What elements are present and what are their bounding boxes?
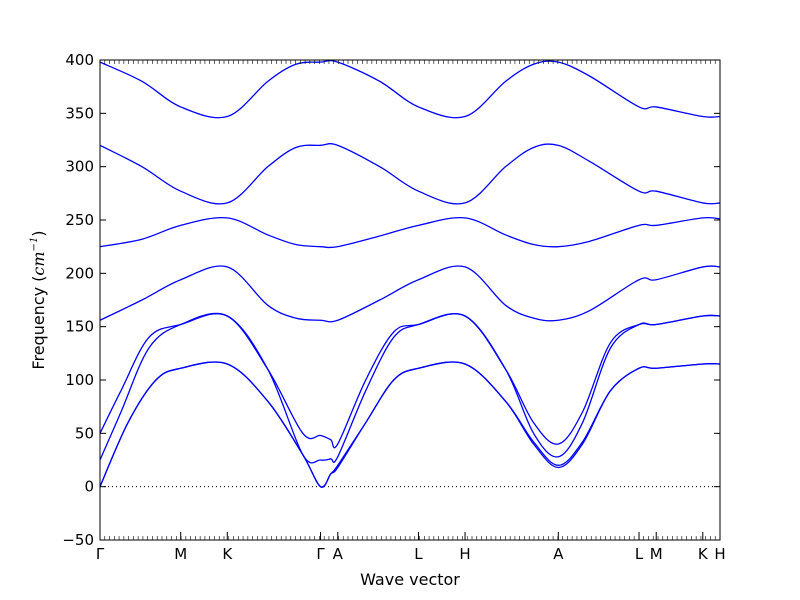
y-tick-label: 300 — [65, 158, 94, 176]
y-tick-label: 400 — [65, 51, 94, 69]
y-tick-label: 350 — [65, 104, 94, 122]
x-tick-label: H — [459, 545, 470, 563]
y-tick-label: 150 — [65, 318, 94, 336]
x-tick-label: M — [650, 545, 663, 563]
x-tick-label: A — [553, 545, 564, 563]
band-line-8 — [99, 59, 721, 119]
x-axis-label: Wave vector — [360, 570, 460, 589]
y-tick-label: 0 — [84, 478, 94, 496]
y-axis-label: Frequency (cm−1) — [29, 230, 48, 369]
x-tick-label: L — [635, 545, 644, 563]
y-axis-label-unit: cm — [29, 251, 48, 275]
x-tick-label: L — [414, 545, 423, 563]
band-line-6 — [99, 216, 721, 249]
x-tick-label: K — [222, 545, 233, 563]
y-tick-label: 250 — [65, 211, 94, 229]
plot-frame — [99, 59, 721, 541]
x-minor-ticks — [99, 60, 721, 540]
y-tick-label: 100 — [65, 371, 94, 389]
y-tick-label: −50 — [62, 531, 94, 549]
band-lines — [99, 59, 721, 488]
y-axis-label-text: Frequency ( — [29, 276, 48, 370]
band-line-2 — [99, 361, 721, 488]
x-tick-label: Γ — [316, 545, 325, 563]
y-axis-label-close: ) — [29, 230, 48, 236]
x-tick-label: A — [333, 545, 344, 563]
x-tick-label: M — [174, 545, 187, 563]
x-tick-label: H — [714, 545, 725, 563]
x-tick-label: K — [698, 545, 709, 563]
y-tick-label: 200 — [65, 264, 94, 282]
band-line-4 — [99, 313, 721, 449]
band-line-7 — [99, 143, 721, 205]
x-tick-label: Γ — [96, 545, 105, 563]
y-axis-label-exponent: −1 — [29, 237, 40, 252]
y-axis: −50 0 50 100 150 200 250 300 350 400 — [62, 51, 720, 549]
plot-background — [100, 60, 720, 540]
y-tick-label: 50 — [75, 424, 94, 442]
band-line-5 — [99, 265, 721, 323]
